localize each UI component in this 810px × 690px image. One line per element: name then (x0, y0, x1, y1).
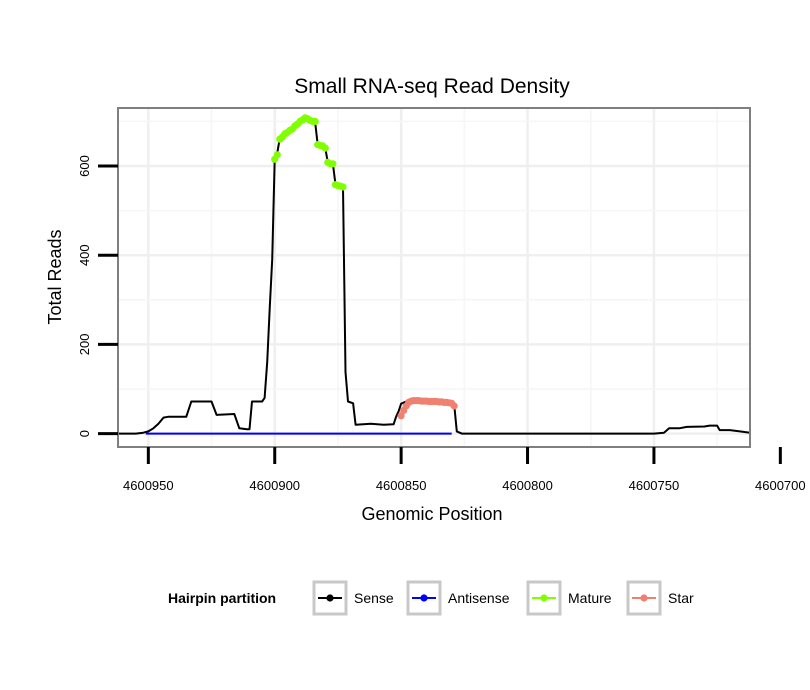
series-star-point (450, 402, 458, 410)
x-tick-label: 4600950 (123, 478, 174, 493)
y-tick-label: 400 (77, 244, 92, 266)
legend-key-point (540, 594, 548, 602)
plot-background (118, 108, 750, 447)
series-mature-point (321, 144, 329, 152)
series-mature-point (329, 160, 337, 168)
legend-label-sense: Sense (354, 590, 394, 606)
y-tick-label: 600 (77, 155, 92, 177)
legend-label-antisense: Antisense (448, 590, 510, 606)
legend: Hairpin partition Sense Antisense Mature St… (168, 580, 694, 616)
x-axis-title: Genomic Position (361, 504, 502, 524)
y-tick-label: 200 (77, 334, 92, 356)
y-axis-title: Total Reads (45, 229, 65, 324)
x-tick-label: 4600900 (249, 478, 300, 493)
legend-key-point (640, 594, 648, 602)
x-tick-label: 4600800 (502, 478, 553, 493)
legend-label-star: Star (668, 590, 694, 606)
x-tick-label: 4600750 (629, 478, 680, 493)
legend-title: Hairpin partition (168, 590, 276, 606)
grid-lines (118, 108, 750, 447)
series-mature-point (273, 151, 281, 159)
x-tick-label: 4600700 (755, 478, 806, 493)
y-axis: 0 200 400 600 (77, 155, 118, 437)
series-layer (118, 114, 751, 435)
x-tick-label: 4600850 (376, 478, 427, 493)
plot-border (117, 107, 751, 448)
legend-key-point (420, 594, 428, 602)
series-mature-point (339, 183, 347, 191)
chart-title: Small RNA-seq Read Density (294, 75, 570, 98)
series-mature-point (311, 117, 319, 125)
y-tick-label: 0 (77, 430, 92, 437)
plot-panel (118, 108, 750, 447)
legend-key-point (326, 594, 334, 602)
series-star-point (397, 412, 405, 420)
legend-label-mature: Mature (568, 590, 612, 606)
x-axis: 4600950 4600900 4600850 4600800 4600750 46007… (123, 447, 806, 493)
